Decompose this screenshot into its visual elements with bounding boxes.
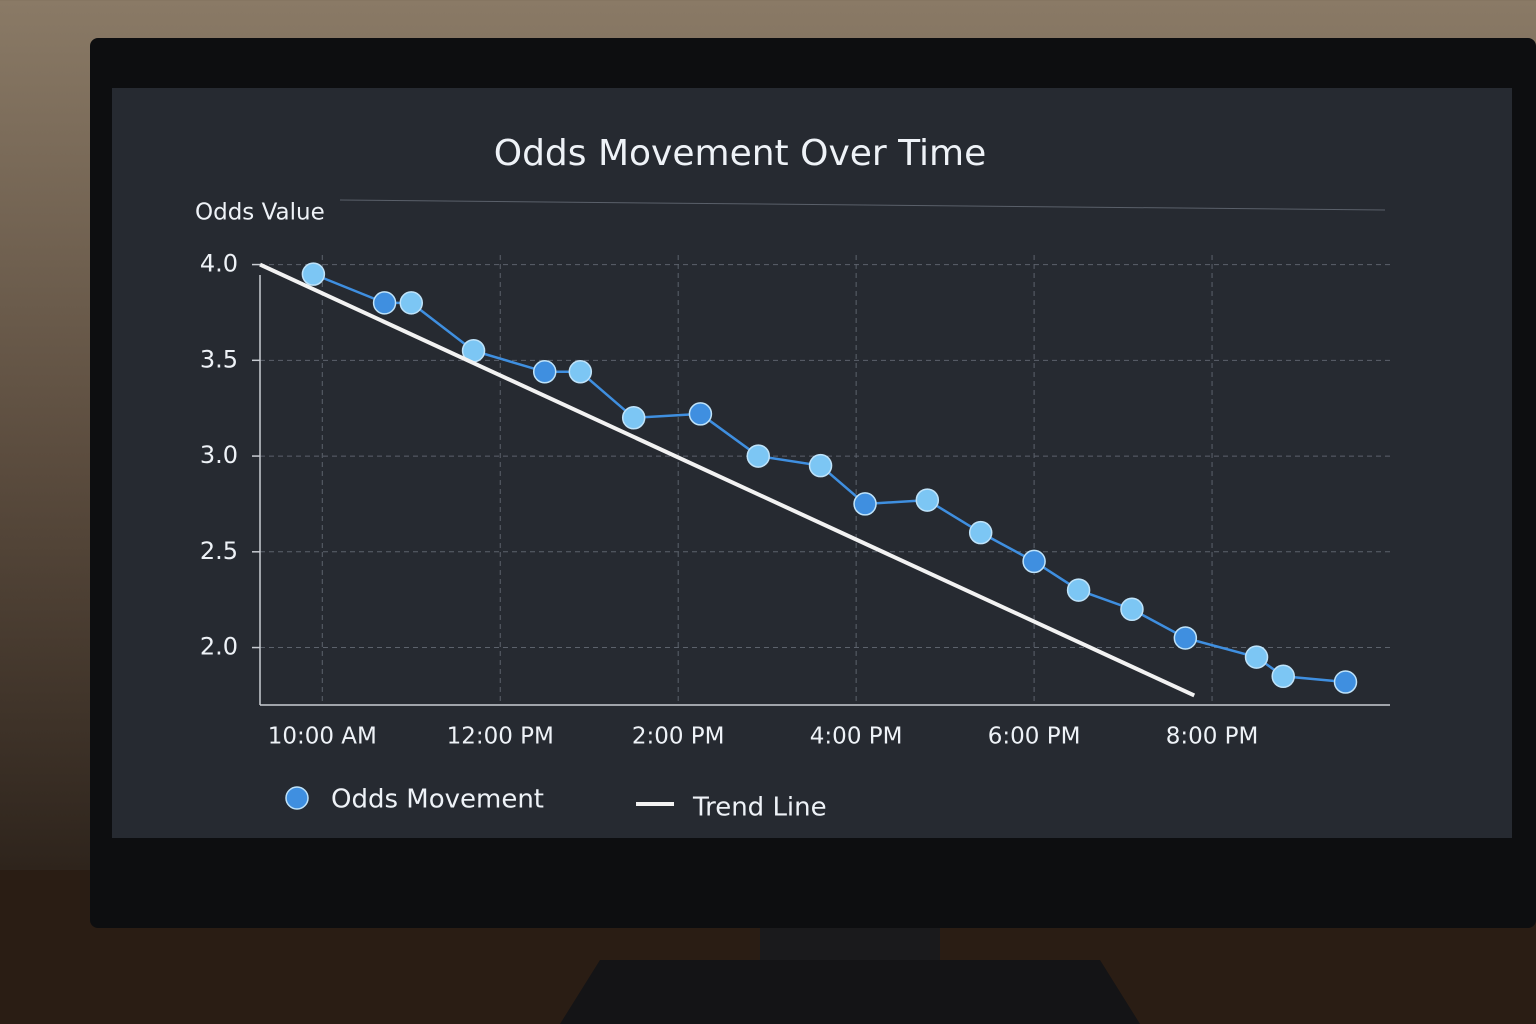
y-tick-label: 4.0 <box>200 250 238 278</box>
y-tick-label: 3.5 <box>200 345 238 373</box>
data-point <box>568 360 593 384</box>
data-point <box>968 520 993 545</box>
y-tick-label: 2.0 <box>200 633 238 661</box>
title-rule <box>339 199 1386 211</box>
legend-label: Trend Line <box>692 793 827 823</box>
data-point <box>621 406 646 430</box>
data-point <box>399 291 424 315</box>
legend-label: Odds Movement <box>331 785 544 815</box>
y-tick-label: 2.5 <box>200 537 238 565</box>
data-point <box>688 402 713 426</box>
plot: 4.0 3.5 3.0 2.5 2.0 10:00 AM 12:00 PM 2:00 PM 4:… <box>200 250 1390 823</box>
y-axis-label: Odds Value <box>195 200 325 226</box>
data-point <box>301 262 326 286</box>
data-point <box>746 444 771 468</box>
data-point <box>1022 549 1046 574</box>
data-point <box>1173 626 1198 650</box>
x-tick-label: 10:00 AM <box>268 724 377 750</box>
data-point <box>372 291 397 315</box>
x-tick-label: 6:00 PM <box>988 724 1081 750</box>
data-point <box>808 453 833 478</box>
x-tick-label: 8:00 PM <box>1166 724 1259 750</box>
data-point <box>1066 578 1091 602</box>
monitor-stand <box>560 960 1140 1024</box>
x-tick-label: 12:00 PM <box>447 724 554 750</box>
y-tick-label: 3.0 <box>200 441 238 469</box>
data-point <box>915 488 940 512</box>
x-tick-label: 4:00 PM <box>810 724 903 750</box>
data-point <box>1120 597 1144 622</box>
data-point <box>1244 645 1269 669</box>
data-point <box>853 492 877 516</box>
x-tick-label: 2:00 PM <box>632 724 725 750</box>
chart-title: Odds Movement Over Time <box>494 133 987 174</box>
legend-marker <box>285 786 309 810</box>
data-point <box>1271 664 1295 689</box>
data-point <box>532 360 557 384</box>
trend-line <box>259 262 1196 698</box>
data-point <box>1333 670 1358 694</box>
